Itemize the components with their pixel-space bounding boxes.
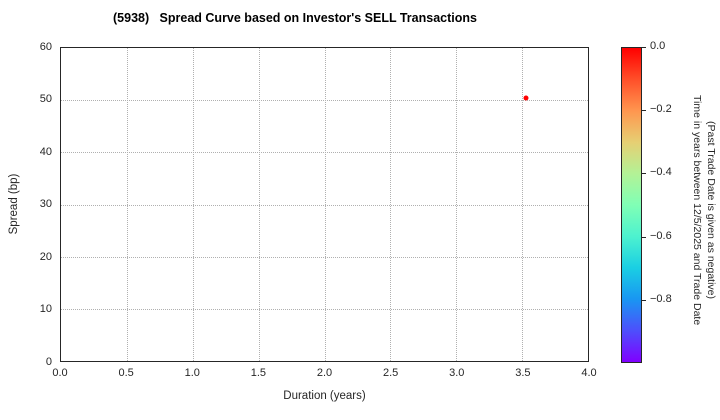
y-gridline <box>61 308 588 310</box>
x-axis-label: Duration (years) <box>283 390 366 402</box>
colorbar-tick-label: −0.8 <box>650 292 672 305</box>
y-tick-label: 20 <box>39 250 52 263</box>
y-gridline <box>61 152 588 154</box>
x-tick-label: 0.0 <box>52 367 68 379</box>
x-tick-label: 2.0 <box>316 367 333 379</box>
colorbar-tick <box>642 236 646 238</box>
x-tick-label: 0.5 <box>118 367 134 379</box>
colorbar-tick <box>642 173 646 175</box>
colorbar-label-line2: (Past Trade Date is given as negative) <box>705 120 717 299</box>
x-tick-label: 3.0 <box>449 367 465 379</box>
colorbar <box>621 47 642 363</box>
colorbar-tick-label: −0.6 <box>650 229 672 242</box>
colorbar-label: Time in years between 12/5/2025 and Trad… <box>690 40 718 380</box>
colorbar-tick-label: 0.0 <box>650 40 666 52</box>
x-tick-label: 4.0 <box>581 367 597 379</box>
x-tick-label: 2.5 <box>382 367 399 379</box>
colorbar-tick <box>642 47 646 48</box>
data-point <box>523 95 529 101</box>
y-gridline <box>61 100 588 102</box>
x-tick-label: 1.0 <box>184 367 200 379</box>
x-tick-label: 3.5 <box>515 367 531 379</box>
y-gridline <box>61 204 588 206</box>
x-tick-label: 1.5 <box>250 367 267 379</box>
y-tick-label: 30 <box>39 198 52 210</box>
colorbar-tick <box>642 299 646 301</box>
y-gridline <box>61 256 588 258</box>
y-tick-label: 40 <box>39 145 52 158</box>
colorbar-tick <box>642 110 646 112</box>
colorbar-label-line1: Time in years between 12/5/2025 and Trad… <box>691 94 703 326</box>
plot-area <box>60 47 589 362</box>
colorbar-tick-label: −0.2 <box>650 103 672 116</box>
y-tick-label: 60 <box>39 40 52 53</box>
colorbar-tick-label: −0.4 <box>650 166 672 179</box>
chart-title: (5938) Spread Curve based on Investor's … <box>113 11 477 25</box>
y-tick-label: 0 <box>45 355 52 368</box>
y-tick-label: 10 <box>39 303 52 315</box>
y-tick-label: 50 <box>39 93 52 105</box>
